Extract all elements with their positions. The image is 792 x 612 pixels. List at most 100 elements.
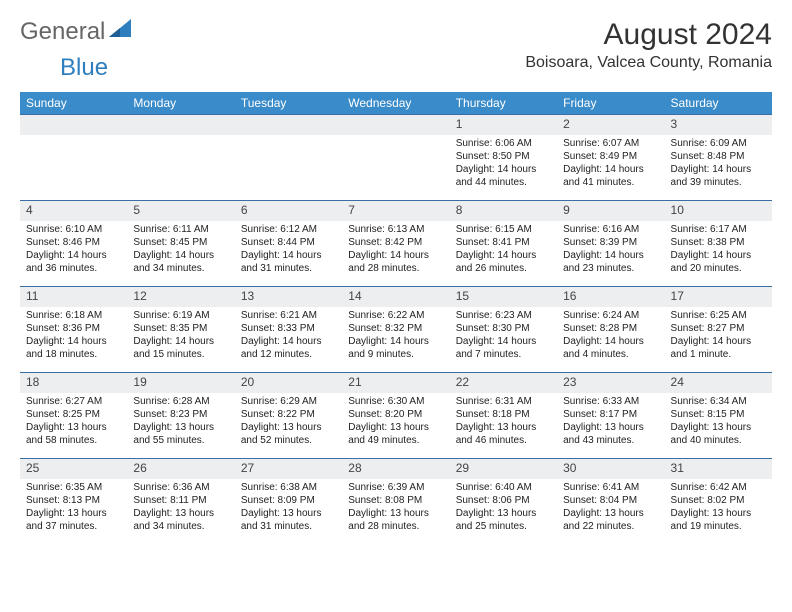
day-number: 25 [20,459,127,479]
day-details: Sunrise: 6:41 AMSunset: 8:04 PMDaylight:… [563,481,658,533]
day-details: Sunrise: 6:15 AMSunset: 8:41 PMDaylight:… [456,223,551,275]
day-number: 22 [450,373,557,393]
calendar-cell: 24Sunrise: 6:34 AMSunset: 8:15 PMDayligh… [665,373,772,459]
day-number: 28 [342,459,449,479]
calendar-cell-empty [127,115,234,201]
calendar-row: 25Sunrise: 6:35 AMSunset: 8:13 PMDayligh… [20,459,772,545]
calendar-cell: 6Sunrise: 6:12 AMSunset: 8:44 PMDaylight… [235,201,342,287]
calendar-row: 4Sunrise: 6:10 AMSunset: 8:46 PMDaylight… [20,201,772,287]
day-number: 29 [450,459,557,479]
day-number: 6 [235,201,342,221]
calendar-row: 1Sunrise: 6:06 AMSunset: 8:50 PMDaylight… [20,115,772,201]
calendar-row: 11Sunrise: 6:18 AMSunset: 8:36 PMDayligh… [20,287,772,373]
day-number: 4 [20,201,127,221]
day-number: 20 [235,373,342,393]
month-title: August 2024 [525,18,772,52]
calendar-cell: 8Sunrise: 6:15 AMSunset: 8:41 PMDaylight… [450,201,557,287]
day-number-empty [235,115,342,135]
day-details: Sunrise: 6:28 AMSunset: 8:23 PMDaylight:… [133,395,228,447]
logo-triangle-icon [109,18,131,46]
calendar-row: 18Sunrise: 6:27 AMSunset: 8:25 PMDayligh… [20,373,772,459]
calendar-cell: 30Sunrise: 6:41 AMSunset: 8:04 PMDayligh… [557,459,664,545]
calendar-cell: 13Sunrise: 6:21 AMSunset: 8:33 PMDayligh… [235,287,342,373]
day-number: 8 [450,201,557,221]
day-details: Sunrise: 6:24 AMSunset: 8:28 PMDaylight:… [563,309,658,361]
day-number: 26 [127,459,234,479]
calendar-header-row: SundayMondayTuesdayWednesdayThursdayFrid… [20,92,772,115]
calendar-cell: 15Sunrise: 6:23 AMSunset: 8:30 PMDayligh… [450,287,557,373]
day-details: Sunrise: 6:30 AMSunset: 8:20 PMDaylight:… [348,395,443,447]
calendar-cell: 26Sunrise: 6:36 AMSunset: 8:11 PMDayligh… [127,459,234,545]
calendar-cell: 2Sunrise: 6:07 AMSunset: 8:49 PMDaylight… [557,115,664,201]
calendar-cell: 20Sunrise: 6:29 AMSunset: 8:22 PMDayligh… [235,373,342,459]
day-details: Sunrise: 6:29 AMSunset: 8:22 PMDaylight:… [241,395,336,447]
day-details: Sunrise: 6:17 AMSunset: 8:38 PMDaylight:… [671,223,766,275]
weekday-header: Saturday [665,92,772,115]
location: Boisoara, Valcea County, Romania [525,54,772,72]
calendar-cell: 4Sunrise: 6:10 AMSunset: 8:46 PMDaylight… [20,201,127,287]
calendar-cell-empty [235,115,342,201]
brand-part2: Blue [60,54,108,81]
weekday-header: Wednesday [342,92,449,115]
calendar-cell: 17Sunrise: 6:25 AMSunset: 8:27 PMDayligh… [665,287,772,373]
day-number: 18 [20,373,127,393]
weekday-header: Monday [127,92,234,115]
calendar-cell: 16Sunrise: 6:24 AMSunset: 8:28 PMDayligh… [557,287,664,373]
day-number: 5 [127,201,234,221]
day-number: 2 [557,115,664,135]
day-number: 9 [557,201,664,221]
day-details: Sunrise: 6:09 AMSunset: 8:48 PMDaylight:… [671,137,766,189]
day-details: Sunrise: 6:19 AMSunset: 8:35 PMDaylight:… [133,309,228,361]
day-details: Sunrise: 6:07 AMSunset: 8:49 PMDaylight:… [563,137,658,189]
weekday-header: Tuesday [235,92,342,115]
day-number: 27 [235,459,342,479]
calendar-cell: 10Sunrise: 6:17 AMSunset: 8:38 PMDayligh… [665,201,772,287]
day-details: Sunrise: 6:22 AMSunset: 8:32 PMDaylight:… [348,309,443,361]
calendar-cell: 14Sunrise: 6:22 AMSunset: 8:32 PMDayligh… [342,287,449,373]
calendar-table: SundayMondayTuesdayWednesdayThursdayFrid… [20,92,772,545]
day-number: 3 [665,115,772,135]
day-details: Sunrise: 6:12 AMSunset: 8:44 PMDaylight:… [241,223,336,275]
calendar-cell: 12Sunrise: 6:19 AMSunset: 8:35 PMDayligh… [127,287,234,373]
day-number: 10 [665,201,772,221]
title-block: August 2024 Boisoara, Valcea County, Rom… [525,18,772,72]
day-number: 17 [665,287,772,307]
day-details: Sunrise: 6:13 AMSunset: 8:42 PMDaylight:… [348,223,443,275]
day-details: Sunrise: 6:11 AMSunset: 8:45 PMDaylight:… [133,223,228,275]
day-number: 15 [450,287,557,307]
calendar-cell: 9Sunrise: 6:16 AMSunset: 8:39 PMDaylight… [557,201,664,287]
day-number: 14 [342,287,449,307]
day-details: Sunrise: 6:31 AMSunset: 8:18 PMDaylight:… [456,395,551,447]
day-number-empty [342,115,449,135]
day-details: Sunrise: 6:36 AMSunset: 8:11 PMDaylight:… [133,481,228,533]
day-number: 1 [450,115,557,135]
day-number-empty [20,115,127,135]
day-number: 31 [665,459,772,479]
day-number: 24 [665,373,772,393]
day-details: Sunrise: 6:42 AMSunset: 8:02 PMDaylight:… [671,481,766,533]
day-details: Sunrise: 6:33 AMSunset: 8:17 PMDaylight:… [563,395,658,447]
weekday-header: Sunday [20,92,127,115]
calendar-cell: 31Sunrise: 6:42 AMSunset: 8:02 PMDayligh… [665,459,772,545]
day-details: Sunrise: 6:18 AMSunset: 8:36 PMDaylight:… [26,309,121,361]
day-details: Sunrise: 6:21 AMSunset: 8:33 PMDaylight:… [241,309,336,361]
day-number: 13 [235,287,342,307]
day-details: Sunrise: 6:10 AMSunset: 8:46 PMDaylight:… [26,223,121,275]
calendar-cell: 19Sunrise: 6:28 AMSunset: 8:23 PMDayligh… [127,373,234,459]
calendar-cell: 18Sunrise: 6:27 AMSunset: 8:25 PMDayligh… [20,373,127,459]
calendar-cell: 22Sunrise: 6:31 AMSunset: 8:18 PMDayligh… [450,373,557,459]
calendar-cell: 21Sunrise: 6:30 AMSunset: 8:20 PMDayligh… [342,373,449,459]
day-number: 12 [127,287,234,307]
brand-part1: General [20,18,105,46]
day-details: Sunrise: 6:38 AMSunset: 8:09 PMDaylight:… [241,481,336,533]
day-details: Sunrise: 6:16 AMSunset: 8:39 PMDaylight:… [563,223,658,275]
day-number: 7 [342,201,449,221]
weekday-header: Friday [557,92,664,115]
day-number: 30 [557,459,664,479]
calendar-body: 1Sunrise: 6:06 AMSunset: 8:50 PMDaylight… [20,115,772,545]
calendar-cell: 29Sunrise: 6:40 AMSunset: 8:06 PMDayligh… [450,459,557,545]
day-number: 23 [557,373,664,393]
calendar-cell: 25Sunrise: 6:35 AMSunset: 8:13 PMDayligh… [20,459,127,545]
calendar-cell-empty [342,115,449,201]
day-number: 16 [557,287,664,307]
